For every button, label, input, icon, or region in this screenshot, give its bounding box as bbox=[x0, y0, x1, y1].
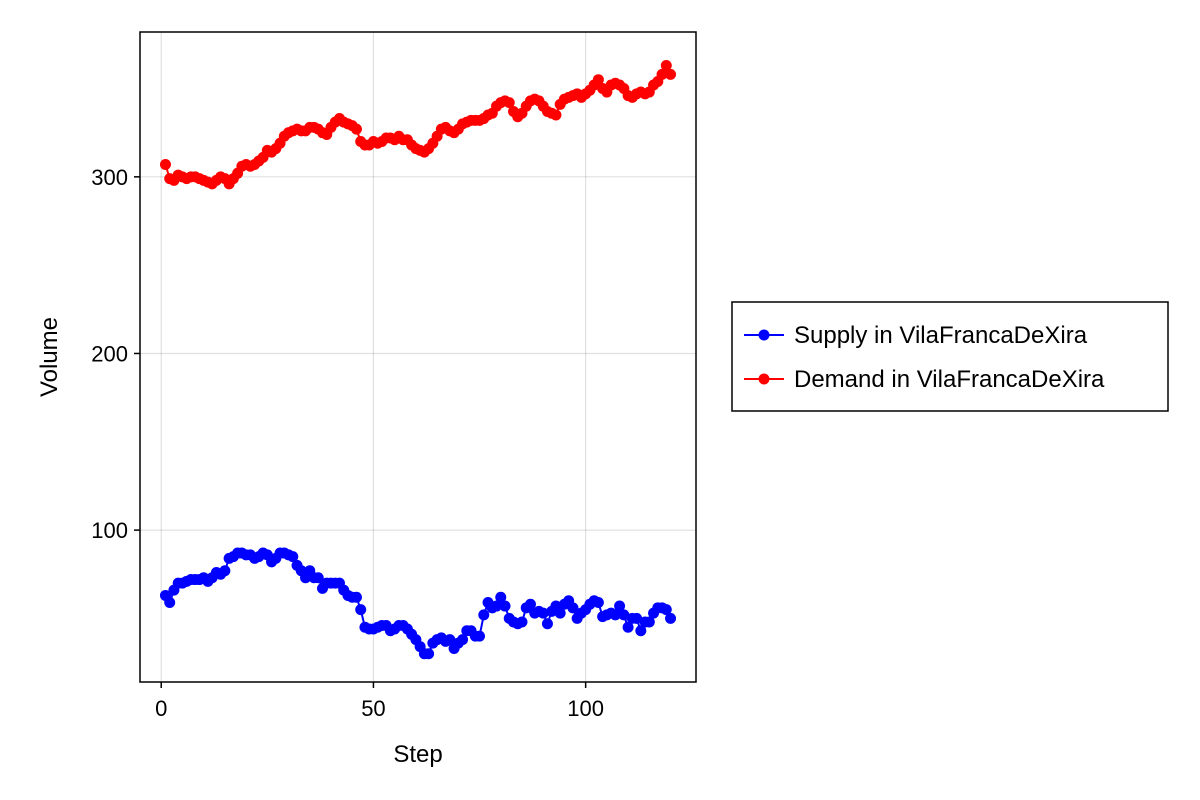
axis-ticks: 0 50 100 100 200 300 bbox=[91, 165, 604, 721]
data-point-demand bbox=[550, 109, 562, 121]
data-point-supply bbox=[312, 572, 324, 584]
y-axis-label: Volume bbox=[36, 317, 63, 397]
y-tick-label: 200 bbox=[91, 341, 128, 366]
data-point-supply bbox=[457, 634, 469, 646]
data-point-supply bbox=[350, 591, 362, 603]
series-demand bbox=[159, 60, 677, 190]
data-point-supply bbox=[567, 602, 579, 614]
y-tick-label: 300 bbox=[91, 165, 128, 190]
legend-item-demand: Demand in VilaFrancaDeXira bbox=[744, 366, 1105, 393]
data-point-supply bbox=[287, 551, 299, 563]
legend-item-supply: Supply in VilaFrancaDeXira bbox=[744, 322, 1088, 349]
data-point-demand bbox=[159, 158, 171, 170]
data-point-supply bbox=[219, 565, 231, 577]
data-point-supply bbox=[537, 607, 549, 619]
data-point-supply bbox=[495, 591, 507, 603]
data-point-supply bbox=[554, 607, 566, 619]
data-point-supply bbox=[618, 609, 630, 621]
legend-label-supply: Supply in VilaFrancaDeXira bbox=[794, 322, 1088, 349]
series-group bbox=[159, 60, 677, 660]
data-point-demand bbox=[350, 123, 362, 135]
data-point-supply bbox=[643, 616, 655, 628]
data-point-supply bbox=[592, 597, 604, 609]
y-tick-label: 100 bbox=[91, 518, 128, 543]
x-axis-label: Step bbox=[393, 741, 442, 768]
data-point-demand bbox=[503, 97, 515, 109]
legend-marker-supply bbox=[758, 329, 770, 341]
data-point-supply bbox=[541, 618, 553, 630]
data-point-supply bbox=[631, 612, 643, 624]
data-point-supply bbox=[478, 609, 490, 621]
data-point-supply bbox=[491, 600, 503, 612]
data-point-supply bbox=[622, 621, 634, 633]
data-point-demand bbox=[665, 68, 677, 80]
data-point-supply bbox=[635, 625, 647, 637]
legend-label-demand: Demand in VilaFrancaDeXira bbox=[794, 366, 1105, 393]
legend-marker-demand bbox=[758, 373, 770, 385]
data-point-supply bbox=[516, 616, 528, 628]
data-point-supply bbox=[524, 598, 536, 610]
legend: Supply in VilaFrancaDeXira Demand in Vil… bbox=[731, 301, 1169, 412]
data-point-demand bbox=[660, 60, 672, 72]
data-point-supply bbox=[444, 634, 456, 646]
data-point-supply bbox=[499, 600, 511, 612]
x-tick-label: 0 bbox=[155, 696, 167, 721]
data-point-demand bbox=[592, 74, 604, 86]
series-supply bbox=[159, 547, 677, 660]
x-tick-label: 100 bbox=[567, 696, 604, 721]
data-point-supply bbox=[164, 597, 176, 609]
x-tick-label: 50 bbox=[361, 696, 385, 721]
data-point-supply bbox=[660, 604, 672, 616]
data-point-supply bbox=[665, 612, 677, 624]
data-point-supply bbox=[355, 604, 367, 616]
plot-frame bbox=[139, 31, 697, 683]
data-point-supply bbox=[609, 609, 621, 621]
data-point-supply bbox=[614, 600, 626, 612]
legend-box bbox=[731, 301, 1169, 412]
data-point-demand bbox=[656, 68, 668, 80]
data-point-supply bbox=[423, 648, 435, 660]
data-point-supply bbox=[474, 630, 486, 642]
